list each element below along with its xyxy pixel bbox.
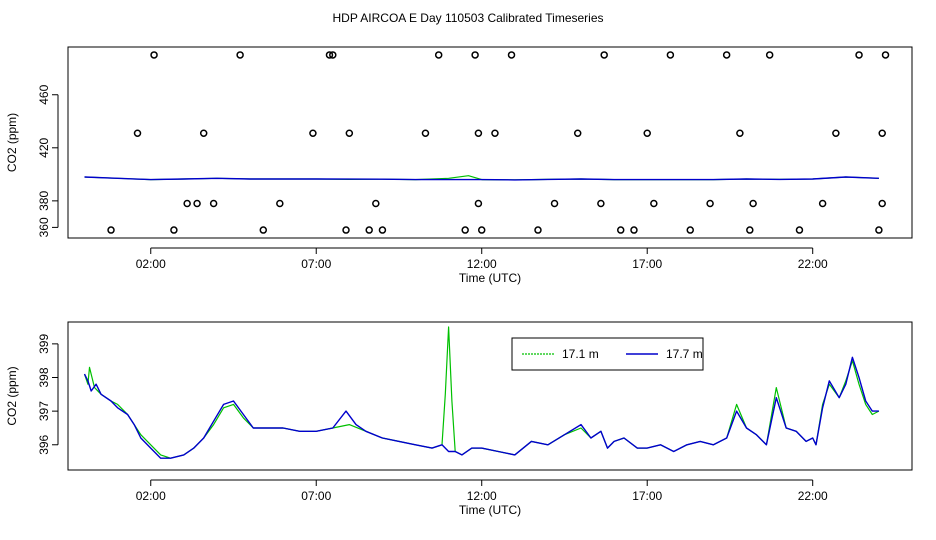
calibration-point (133, 129, 142, 137)
calibration-point (630, 226, 638, 234)
y-tick-label: 396 (37, 434, 51, 454)
calibration-point (276, 199, 284, 208)
calibration-point (474, 199, 483, 208)
calibration-point (749, 199, 757, 208)
series-group (84, 175, 879, 181)
x-tick-label: 07:00 (301, 257, 331, 271)
calibration-point (461, 226, 469, 234)
calibration-point (236, 51, 244, 59)
calibration-point (878, 129, 886, 137)
calibration-point (881, 51, 890, 59)
legend-label: 17.1 m (562, 347, 599, 361)
y-tick-label: 398 (37, 367, 51, 387)
y-tick-label: 460 (37, 84, 51, 104)
calibration-point (706, 199, 714, 208)
calibration-point (507, 51, 516, 59)
calibration-point (150, 51, 158, 59)
calibration-point (345, 129, 354, 137)
calibration-point (107, 226, 115, 234)
calibration-point (342, 226, 350, 234)
calibration-points (107, 51, 890, 234)
calibration-point (209, 199, 218, 208)
calibration-point (183, 199, 191, 208)
plot-frame (67, 46, 913, 239)
calibration-point (765, 51, 774, 59)
calibration-point (650, 199, 658, 208)
y-tick-label: 397 (37, 401, 51, 421)
calibration-point (600, 51, 608, 59)
x-axis-label: Time (UTC) (459, 271, 521, 285)
y-tick-label: 399 (37, 334, 51, 354)
calibration-point (170, 226, 178, 234)
calibration-point (378, 226, 387, 234)
bottom-panel: 02:00 07:00 12:00 17:00 22:00 Time (UTC) 396 39… (5, 321, 913, 517)
x-tick-label: 02:00 (136, 257, 166, 271)
y-axis-label: CO2 (ppm) (5, 366, 19, 425)
y-axis-label: CO2 (ppm) (5, 113, 19, 172)
calibration-point (491, 129, 499, 137)
calibration-point (722, 51, 731, 59)
calibration-point (365, 226, 373, 234)
x-tick-label: 22:00 (798, 489, 828, 503)
calibration-point (855, 51, 863, 59)
chart-title: HDP AIRCOA E Day 110503 Calibrated Times… (332, 11, 603, 25)
x-tick-label: 17:00 (632, 489, 662, 503)
top-panel: 02:00 07:00 12:00 17:00 22:00 Time (UTC) 380 42… (5, 46, 913, 285)
calibration-point (643, 129, 651, 137)
calibration-point (818, 199, 827, 208)
calibration-point (474, 129, 483, 137)
calibration-point (329, 51, 337, 59)
calibration-point (471, 51, 479, 59)
calibration-point (477, 226, 486, 234)
calibration-point (309, 129, 317, 137)
series-line-17-7-m (83, 356, 879, 459)
x-tick-label: 02:00 (136, 489, 166, 503)
x-axis-label: Time (UTC) (459, 503, 521, 517)
x-tick-label: 17:00 (632, 257, 662, 271)
x-tick-label: 12:00 (467, 489, 497, 503)
calibration-point (325, 51, 334, 59)
x-tick-label: 22:00 (798, 257, 828, 271)
calibration-point (795, 226, 804, 234)
calibration-point (686, 226, 694, 234)
x-tick-label: 12:00 (467, 257, 497, 271)
calibration-point (878, 199, 886, 208)
calibration-point (573, 129, 582, 137)
calibration-point (736, 129, 744, 137)
calibration-point (193, 199, 201, 208)
x-tick-label: 07:00 (301, 489, 331, 503)
y-tick-label: 420 (37, 137, 51, 157)
calibration-point (550, 199, 559, 208)
calibration-point (666, 51, 675, 59)
calibration-point (534, 226, 542, 234)
calibration-point (746, 226, 754, 234)
calibration-point (832, 129, 840, 137)
calibration-point (616, 226, 625, 234)
calibration-point (597, 199, 605, 208)
calibration-point (259, 226, 268, 234)
legend-label: 17.7 m (666, 347, 703, 361)
y-tick-label: 360 (37, 217, 51, 237)
calibration-point (199, 129, 208, 137)
calibration-point (875, 226, 883, 234)
plot-frame (67, 321, 913, 471)
calibration-point (372, 199, 380, 208)
series-line-17-7-m (84, 176, 879, 181)
calibration-point (434, 51, 443, 59)
series-group (83, 326, 880, 459)
legend: 17.1 m 17.7 m (511, 337, 704, 371)
calibration-point (421, 129, 430, 137)
y-tick-label: 380 (37, 191, 51, 211)
